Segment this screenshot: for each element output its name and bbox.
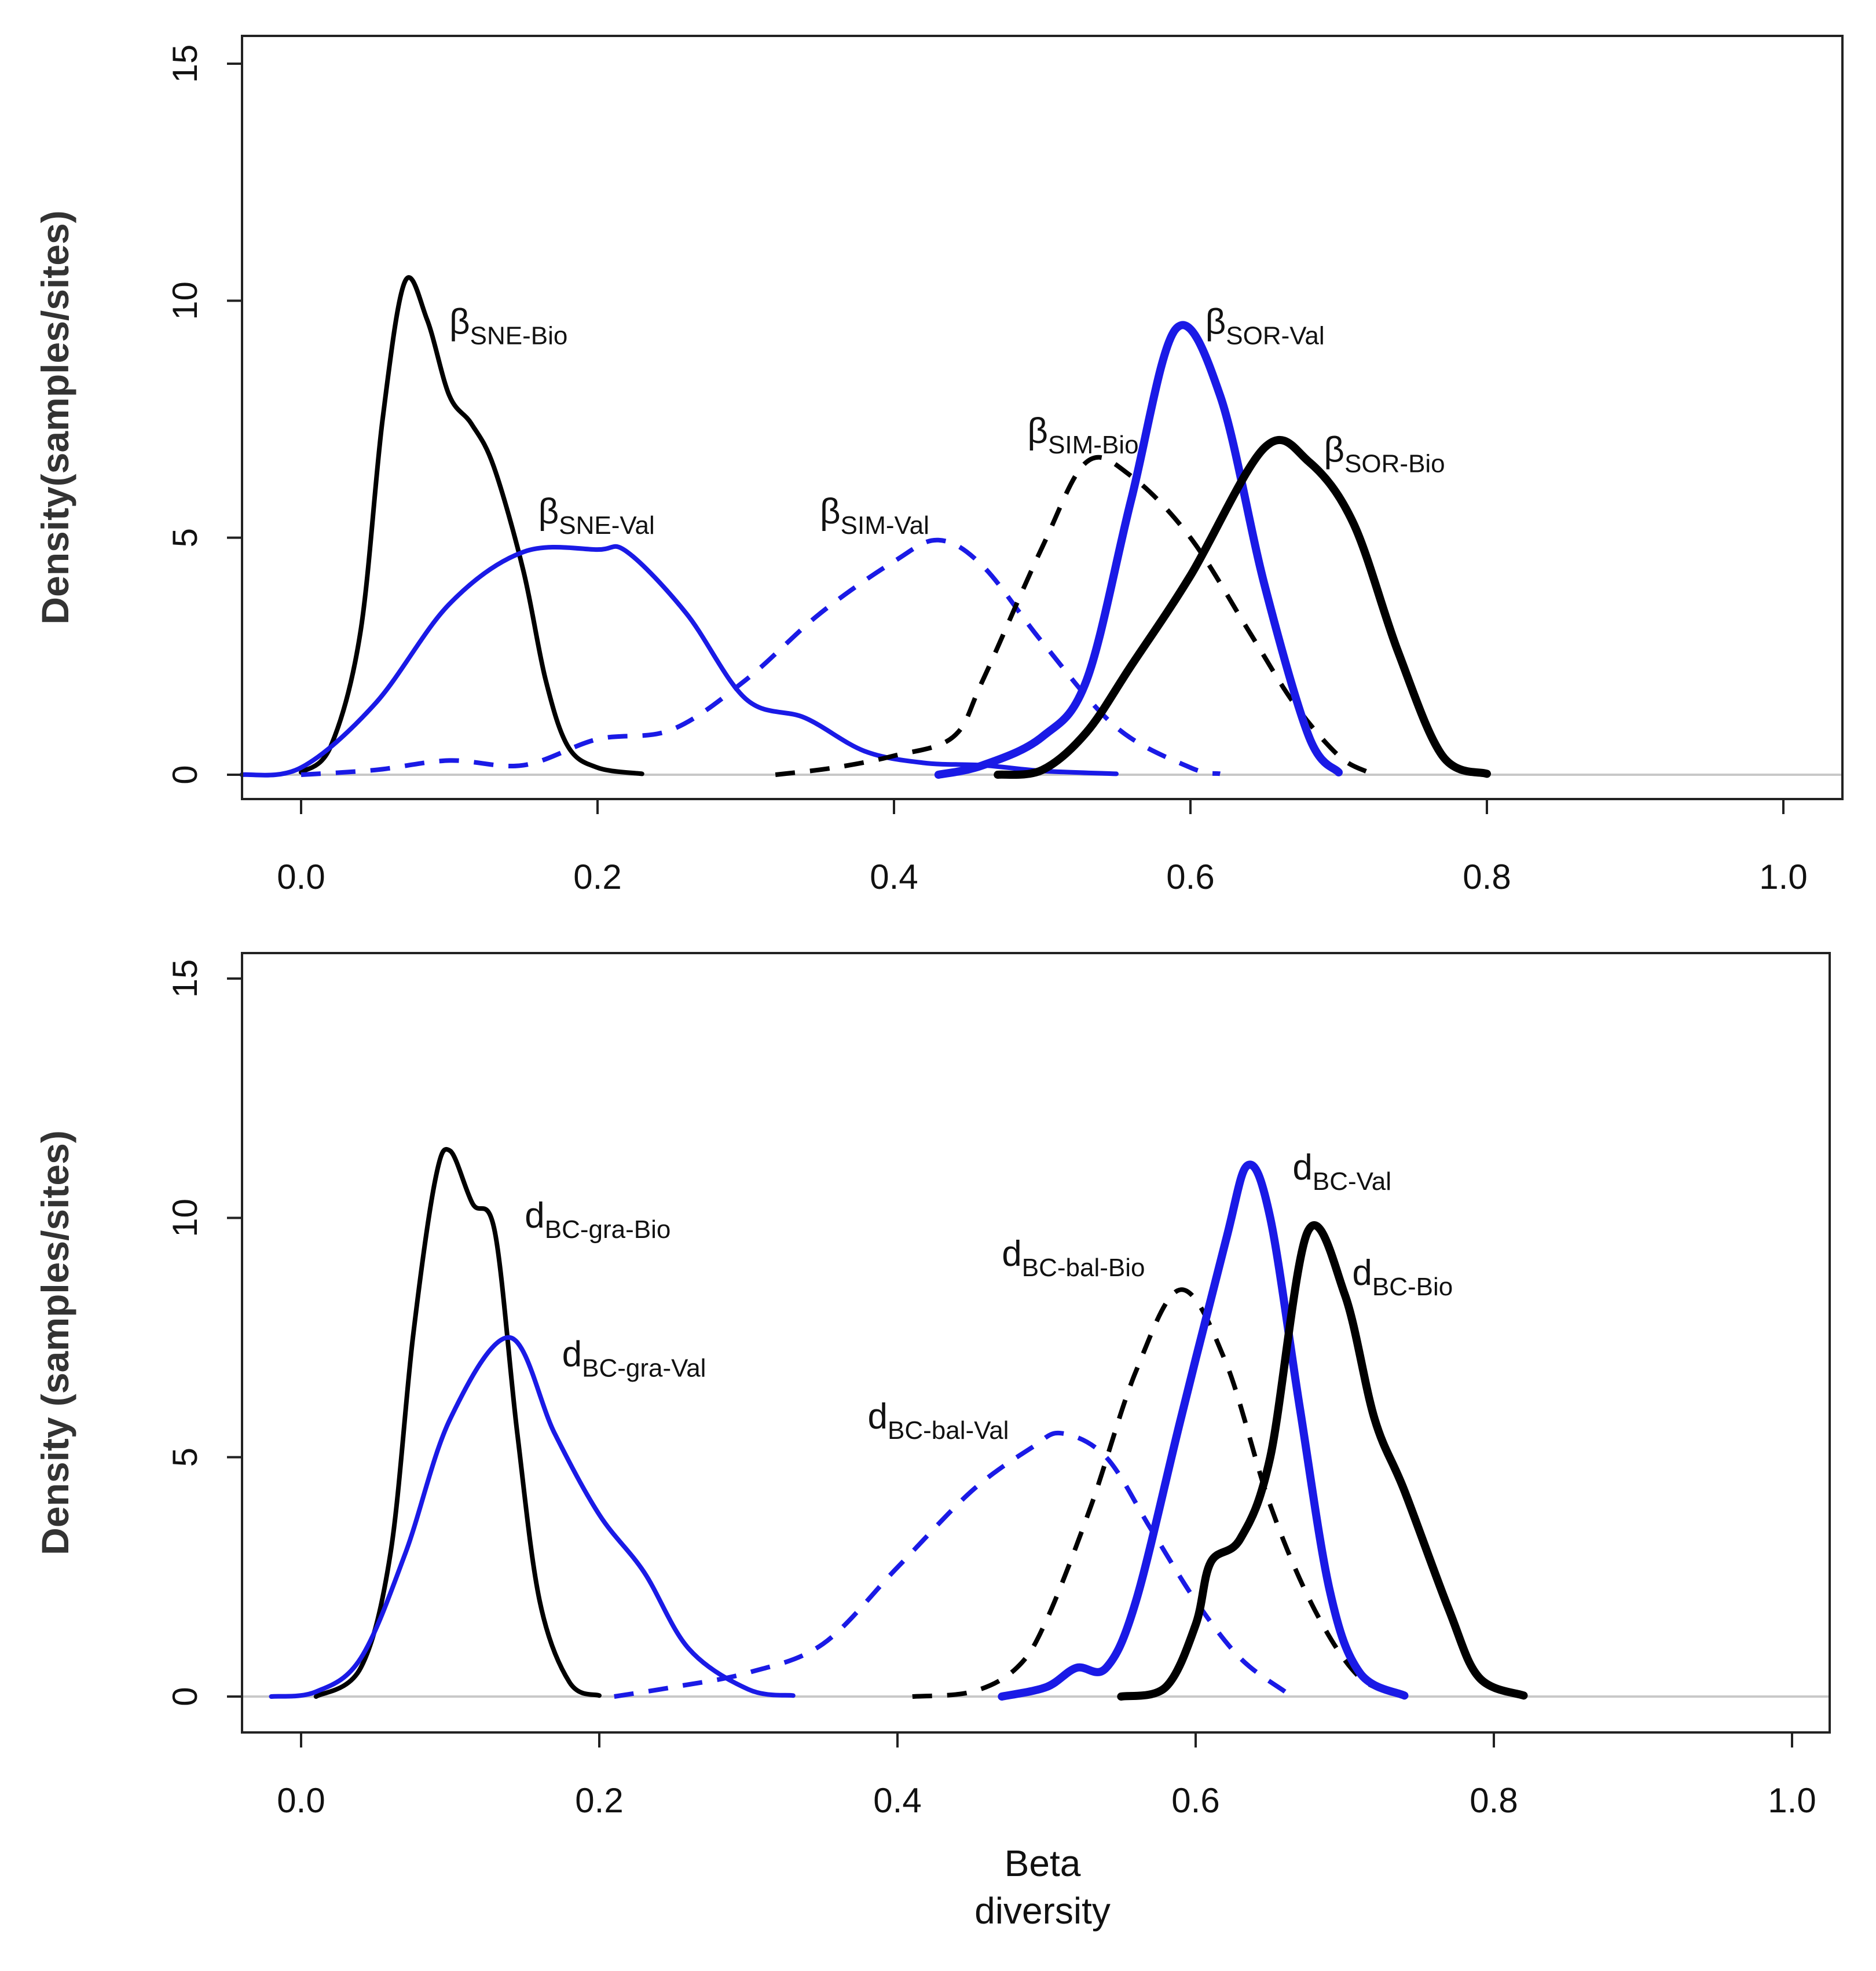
y-tick-label: 15 xyxy=(166,959,204,998)
series-annotation: βSOR-Val xyxy=(1206,302,1325,350)
series-line-4 xyxy=(775,455,1370,777)
series-annotation: dBC-gra-Bio xyxy=(525,1196,670,1244)
plot-frame xyxy=(241,35,1844,800)
series-annotation: dBC-gra-Val xyxy=(562,1335,706,1383)
x-tick-label: 1.0 xyxy=(1768,1781,1816,1820)
series-annotation: dBC-Val xyxy=(1292,1148,1391,1196)
x-tick-label: 0.4 xyxy=(870,858,918,896)
series-line-6 xyxy=(1117,1221,1528,1701)
series-annotation: βSIM-Val xyxy=(820,492,929,540)
series-annotation: βSOR-Bio xyxy=(1324,430,1445,478)
series-annotation: βSNE-Val xyxy=(538,492,655,540)
y-tick-label: 10 xyxy=(166,1199,204,1237)
series-line-5 xyxy=(934,321,1343,779)
series-line-1 xyxy=(299,275,644,776)
x-tick-label: 0.2 xyxy=(575,1781,623,1820)
series-line-3 xyxy=(614,1430,1287,1699)
x-tick-label: 0.8 xyxy=(1463,858,1511,896)
x-tick-label: 0.8 xyxy=(1470,1781,1518,1820)
series-line-6 xyxy=(994,435,1491,779)
series-line-2 xyxy=(269,1335,796,1699)
series-annotation: dBC-Bio xyxy=(1352,1253,1453,1301)
x-tick-label: 0.6 xyxy=(1171,1781,1219,1820)
x-tick-label: 0.0 xyxy=(277,858,325,896)
series-annotation: dBC-bal-Val xyxy=(868,1397,1009,1445)
y-tick-label: 5 xyxy=(166,1448,204,1467)
x-tick-label: 0.0 xyxy=(277,1781,325,1820)
chart-panel-1: 0.0 0.2 0.4 0.6 0.8 1.0 0 5 10 15 Density(samples/… xyxy=(34,35,1844,896)
y-tick-label: 15 xyxy=(166,45,204,83)
y-axis-label: Density (samples/sites) xyxy=(34,1130,76,1555)
series-annotation: βSNE-Bio xyxy=(449,302,567,350)
y-tick-label: 10 xyxy=(166,281,204,320)
series-annotation: βSIM-Bio xyxy=(1027,411,1138,459)
y-tick-label: 0 xyxy=(166,765,204,784)
plot-frame xyxy=(241,952,1831,1734)
series-line-4 xyxy=(912,1287,1405,1699)
series-line-2 xyxy=(239,544,1119,778)
x-axis-label: Beta diversity xyxy=(974,1842,1111,1932)
series-line-1 xyxy=(313,1146,602,1699)
series-line-5 xyxy=(998,1160,1409,1701)
y-axis-label: Density(samples/sites) xyxy=(34,210,76,624)
series-annotation: dBC-bal-Bio xyxy=(1002,1234,1145,1282)
chart-panel-2: 0.0 0.2 0.4 0.6 0.8 1.0 0 5 10 15 Density (samples… xyxy=(34,952,1831,1932)
y-tick-label: 0 xyxy=(166,1687,204,1706)
x-tick-label: 1.0 xyxy=(1759,858,1807,896)
x-tick-label: 0.6 xyxy=(1166,858,1214,896)
y-tick-label: 5 xyxy=(166,528,204,547)
x-tick-label: 0.4 xyxy=(873,1781,921,1820)
x-tick-label: 0.2 xyxy=(573,858,621,896)
